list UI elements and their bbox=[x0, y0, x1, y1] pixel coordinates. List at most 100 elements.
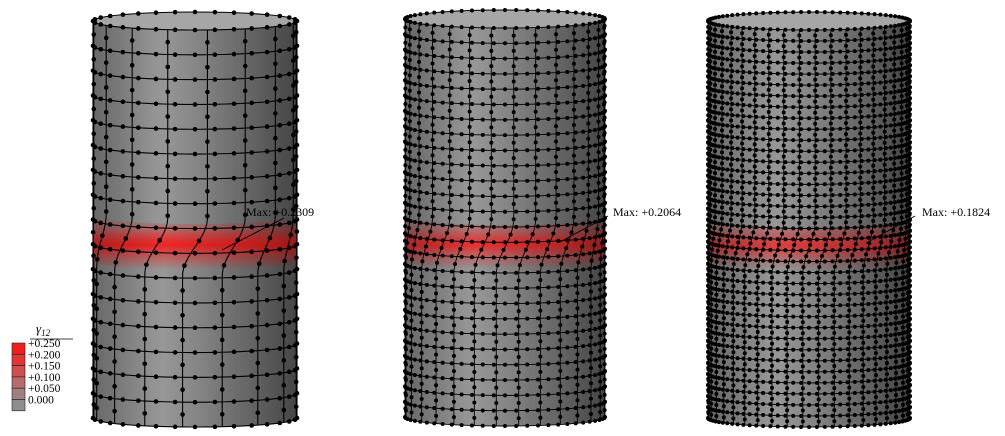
mesh-node bbox=[424, 374, 429, 379]
mesh-node bbox=[893, 78, 898, 83]
mesh-node bbox=[539, 262, 544, 267]
mesh-node bbox=[598, 364, 603, 369]
mesh-node bbox=[432, 390, 437, 395]
mesh-node bbox=[546, 239, 551, 244]
mesh-node bbox=[859, 92, 864, 97]
mesh-node bbox=[136, 398, 141, 403]
mesh-node bbox=[153, 324, 159, 330]
mesh-node bbox=[514, 163, 519, 168]
mesh-node bbox=[754, 170, 759, 175]
mesh-node bbox=[286, 15, 292, 20]
mesh-node bbox=[440, 406, 445, 411]
mesh-node bbox=[845, 93, 850, 98]
mesh-node bbox=[491, 378, 496, 383]
mesh-node bbox=[783, 424, 788, 429]
mesh-node bbox=[735, 102, 740, 107]
mesh-node bbox=[882, 140, 887, 145]
mesh-node bbox=[799, 259, 804, 264]
mesh-node bbox=[129, 137, 135, 143]
mesh-node bbox=[844, 132, 849, 137]
mesh-node bbox=[417, 90, 422, 95]
mesh-node bbox=[136, 175, 141, 180]
mesh-node bbox=[719, 194, 724, 199]
mesh-node bbox=[858, 43, 863, 48]
mesh-node bbox=[735, 157, 740, 162]
mesh-node bbox=[740, 64, 745, 69]
mesh-node bbox=[281, 308, 287, 314]
mesh-node bbox=[768, 38, 773, 43]
legend-entry-value: +0.050 bbox=[28, 383, 61, 395]
mesh-node bbox=[731, 273, 736, 278]
mesh-node bbox=[725, 410, 730, 415]
mesh-node bbox=[264, 322, 270, 328]
mesh-node bbox=[844, 77, 849, 81]
mesh-node bbox=[719, 139, 724, 144]
mesh-node bbox=[893, 376, 898, 381]
mesh-node bbox=[896, 78, 901, 83]
mesh-node bbox=[407, 103, 412, 108]
mesh-node bbox=[516, 339, 521, 344]
mesh-node bbox=[573, 390, 578, 395]
mesh-node bbox=[907, 145, 912, 150]
mesh-node bbox=[491, 270, 496, 275]
mesh-node bbox=[740, 42, 745, 47]
mesh-node bbox=[588, 335, 593, 340]
mesh-node bbox=[467, 94, 472, 99]
mesh-node bbox=[816, 276, 821, 281]
mesh-node bbox=[418, 358, 423, 363]
mesh-node bbox=[761, 368, 766, 373]
mesh-node bbox=[408, 50, 413, 55]
mesh-node bbox=[525, 316, 530, 321]
mesh-node bbox=[872, 136, 877, 141]
mesh-node bbox=[447, 215, 452, 220]
mesh-node bbox=[212, 201, 218, 206]
mesh-node bbox=[264, 12, 270, 17]
mesh-node bbox=[828, 44, 833, 49]
mesh-node bbox=[883, 168, 888, 173]
mesh-node bbox=[290, 107, 296, 113]
mesh-node bbox=[714, 314, 719, 319]
mesh-node bbox=[294, 415, 300, 421]
mesh-node bbox=[888, 255, 893, 260]
mesh-node bbox=[212, 325, 218, 330]
mesh-node bbox=[586, 136, 591, 141]
mesh-node bbox=[573, 176, 578, 181]
mesh-node bbox=[409, 333, 414, 338]
mesh-node bbox=[838, 204, 843, 208]
mesh-node bbox=[852, 302, 857, 307]
mesh-node bbox=[593, 128, 598, 133]
mesh-node bbox=[807, 127, 811, 132]
mesh-node bbox=[888, 79, 893, 84]
mesh-node bbox=[730, 212, 735, 217]
mesh-node bbox=[907, 355, 912, 360]
mesh-node bbox=[403, 25, 408, 30]
mesh-node bbox=[888, 366, 893, 371]
mesh-node bbox=[136, 150, 141, 155]
mesh-node bbox=[723, 250, 728, 255]
mesh-node bbox=[525, 224, 530, 229]
mesh-node bbox=[896, 133, 901, 138]
mesh-node bbox=[720, 14, 725, 19]
mesh-node bbox=[586, 213, 591, 218]
mesh-node bbox=[785, 286, 790, 291]
mesh-node bbox=[894, 404, 899, 409]
mesh-node bbox=[451, 277, 456, 282]
mesh-node bbox=[783, 215, 788, 220]
mesh-node bbox=[533, 79, 538, 84]
mesh-node bbox=[735, 290, 740, 295]
mesh-node bbox=[791, 391, 796, 396]
mesh-node bbox=[768, 115, 773, 120]
mesh-node bbox=[405, 240, 410, 245]
mesh-node bbox=[290, 33, 296, 39]
mesh-node bbox=[602, 316, 607, 321]
mesh-node bbox=[459, 285, 464, 290]
mesh-axial-line bbox=[421, 25, 433, 422]
mesh-node bbox=[800, 408, 805, 413]
mesh-node bbox=[858, 131, 863, 136]
mesh-node bbox=[785, 320, 790, 325]
mesh-node bbox=[872, 367, 877, 372]
mesh-node bbox=[424, 83, 429, 88]
mesh-node bbox=[847, 319, 852, 324]
mesh-node bbox=[430, 153, 435, 158]
mesh-node bbox=[172, 374, 178, 380]
